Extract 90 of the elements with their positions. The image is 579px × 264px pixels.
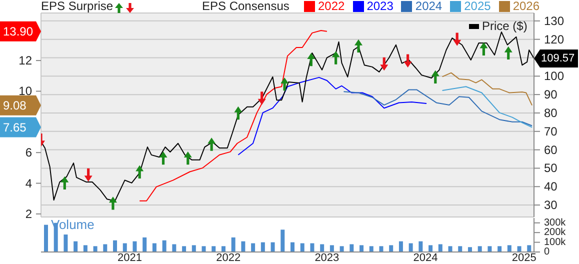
- bar: [44, 224, 48, 252]
- bar: [448, 246, 452, 252]
- y2-tick-label: 70: [544, 124, 558, 138]
- bar: [458, 246, 462, 252]
- bar: [507, 245, 512, 252]
- y2-tick-label: 30: [544, 198, 558, 212]
- bar: [64, 234, 68, 252]
- bar: [251, 243, 256, 252]
- bar: [192, 245, 196, 252]
- text: 9.08: [3, 98, 27, 112]
- bar: [142, 237, 147, 252]
- legend-label: 2022: [318, 0, 345, 13]
- bar: [408, 243, 413, 252]
- y2-tick-label: 50: [544, 161, 558, 176]
- bar: [182, 246, 186, 252]
- bar: [172, 244, 176, 252]
- bar: [498, 246, 502, 252]
- line-series: [238, 76, 428, 156]
- bar: [389, 245, 394, 252]
- bar: [478, 246, 482, 252]
- bar: [280, 230, 285, 252]
- bar: [202, 246, 206, 252]
- line-series: [343, 89, 533, 126]
- line-series: [442, 72, 533, 106]
- bar: [418, 241, 423, 252]
- y-tick-label: 10: [18, 84, 32, 98]
- x-tick-label: 2025: [512, 252, 536, 264]
- bar: [517, 246, 522, 252]
- x-tick-label: 2023: [314, 252, 340, 264]
- y-tick-label: 2: [25, 206, 32, 221]
- bar: [83, 245, 88, 252]
- bar: [212, 246, 216, 252]
- bar: [152, 243, 156, 252]
- bar: [300, 243, 304, 252]
- bar: [310, 243, 314, 252]
- bar: [231, 237, 236, 252]
- y-tick-label: 4: [25, 176, 32, 190]
- bar: [162, 240, 166, 252]
- bar: [350, 244, 354, 252]
- y-tick-label: 100k: [544, 236, 567, 248]
- legend-title: EPS Consensus: [202, 0, 290, 13]
- line-series: [139, 30, 328, 202]
- chart-title: EPS Surprise: [41, 0, 114, 13]
- bar: [320, 244, 324, 252]
- bar: [93, 246, 98, 252]
- bar: [398, 241, 403, 252]
- legend-label: 2025: [464, 0, 491, 13]
- bar: [488, 246, 492, 252]
- x-tick-label: 2024: [413, 252, 438, 264]
- text: 7.65: [3, 120, 27, 134]
- legend-label: Price ($): [481, 19, 528, 33]
- y2-tick-label: 60: [544, 142, 558, 157]
- bar: [379, 246, 384, 252]
- y-tick-label: 6: [25, 146, 32, 160]
- bar: [270, 242, 275, 252]
- y2-tick-label: 130: [544, 14, 564, 28]
- bar: [428, 245, 433, 252]
- bar: [74, 241, 78, 252]
- bar: [330, 245, 334, 252]
- x-tick-label: 2022: [216, 252, 241, 264]
- bar: [369, 246, 374, 252]
- bar: [103, 244, 108, 252]
- legend-label: 2026: [512, 0, 540, 13]
- bar: [468, 247, 472, 252]
- y-tick-label: 0: [544, 246, 550, 258]
- y2-tick-label: 120: [544, 32, 564, 46]
- y-tick-label: 300k: [544, 217, 567, 228]
- bar: [527, 245, 532, 252]
- text: 13.90: [3, 24, 34, 38]
- y2-tick-label: 40: [544, 180, 558, 194]
- bar: [340, 246, 344, 252]
- bar: [360, 245, 364, 252]
- line-series: [442, 86, 533, 128]
- bar: [260, 242, 265, 252]
- bar: [122, 243, 127, 252]
- y2-tick-label: 90: [544, 88, 558, 102]
- bar: [438, 244, 442, 252]
- bar: [113, 240, 118, 252]
- bar: [132, 241, 137, 252]
- bar: [221, 246, 226, 252]
- x-tick-label: 2021: [118, 252, 142, 264]
- y-tick-label: 12: [18, 54, 32, 68]
- y-tick-label: 200k: [544, 227, 567, 238]
- bar: [290, 242, 294, 252]
- bar: [241, 241, 246, 252]
- legend-label: 2024: [415, 0, 442, 13]
- data-label: 109.57: [541, 52, 575, 65]
- legend-label: 2023: [366, 0, 394, 13]
- y2-tick-label: 100: [544, 69, 564, 84]
- y2-tick-label: 80: [544, 106, 558, 120]
